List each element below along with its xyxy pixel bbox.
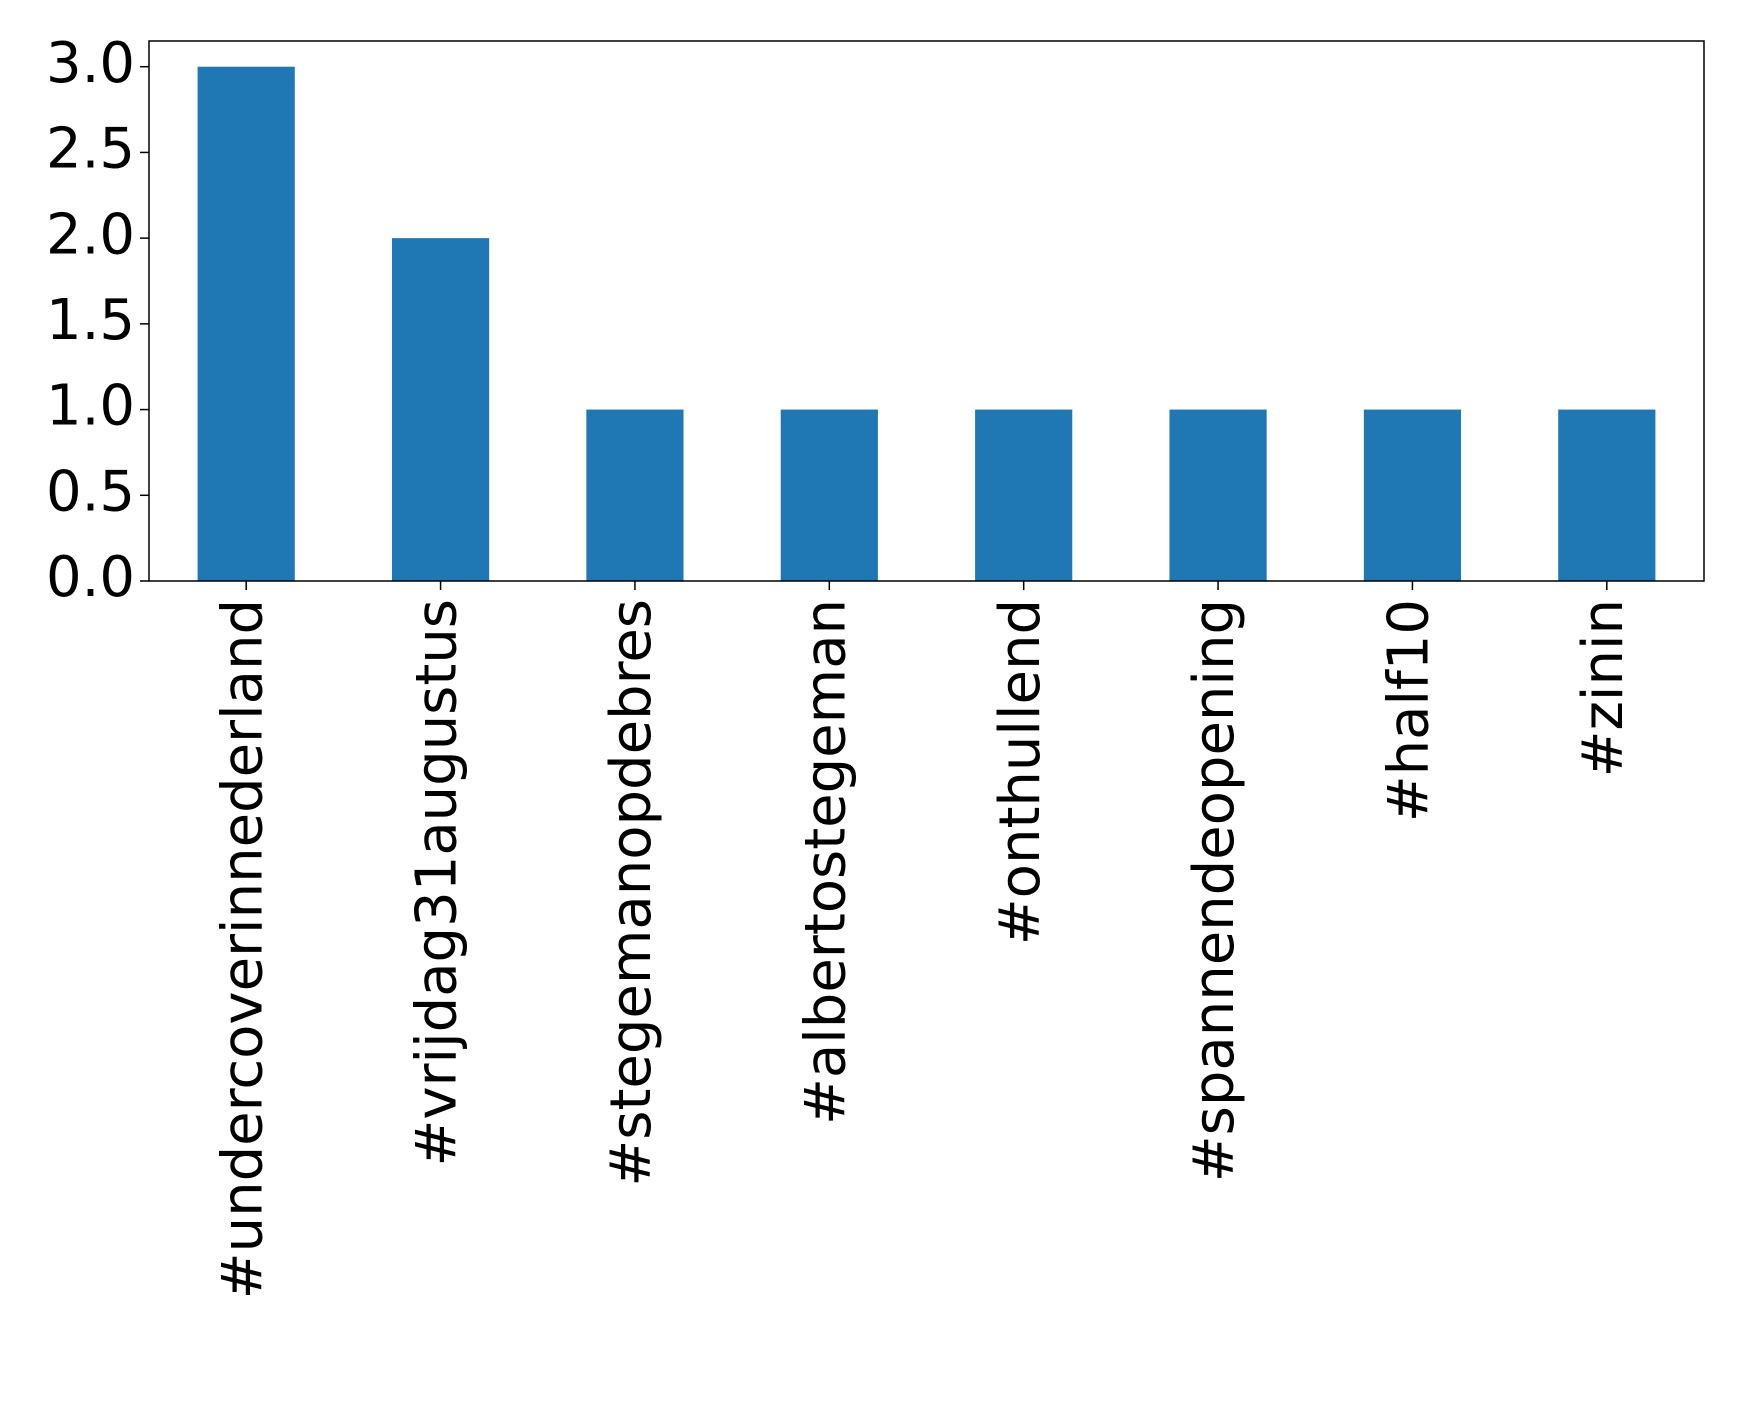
x-tick-label: #onthullend bbox=[988, 599, 1053, 945]
y-tick-label: 2.5 bbox=[46, 117, 135, 182]
bar bbox=[1363, 409, 1462, 581]
bar bbox=[1558, 409, 1656, 581]
x-tick-label: #albertostegeman bbox=[793, 599, 858, 1125]
bar bbox=[1169, 409, 1267, 581]
y-tick-label: 0.0 bbox=[46, 545, 135, 610]
bar bbox=[391, 238, 490, 581]
y-tick-label: 2.0 bbox=[46, 202, 135, 267]
bar bbox=[780, 409, 878, 581]
y-tick-label: 0.5 bbox=[46, 459, 135, 524]
x-tick-label: #half10 bbox=[1377, 599, 1442, 822]
x-tick-label: #vrijdag31augustus bbox=[405, 599, 470, 1167]
x-tick-label: #zinin bbox=[1571, 599, 1636, 777]
y-tick-label: 3.0 bbox=[46, 31, 135, 96]
x-tick-label: #stegemanopdebres bbox=[599, 599, 664, 1187]
plot-frame bbox=[148, 40, 1705, 582]
bar bbox=[975, 409, 1073, 581]
y-tick-label: 1.5 bbox=[46, 288, 135, 353]
bar bbox=[586, 409, 684, 581]
bar bbox=[197, 66, 295, 581]
x-tick-label: #undercoverinnederland bbox=[210, 599, 275, 1299]
y-tick-label: 1.0 bbox=[46, 374, 135, 439]
x-tick-label: #spannendeopening bbox=[1182, 599, 1247, 1182]
